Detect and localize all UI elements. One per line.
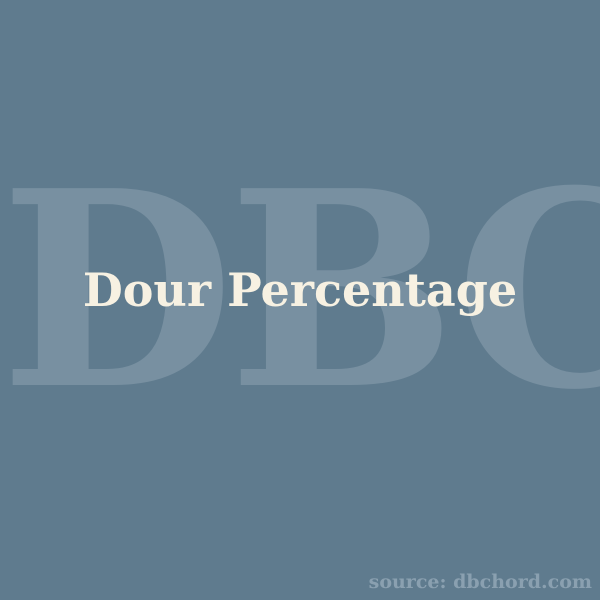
- page-title: Dour Percentage: [82, 263, 518, 317]
- watermark-logo: DBC: [0, 131, 600, 449]
- source-credit: source: dbchord.com: [368, 571, 592, 593]
